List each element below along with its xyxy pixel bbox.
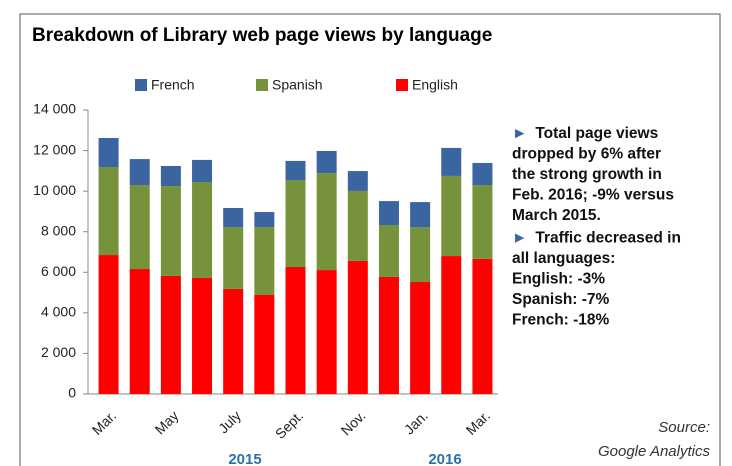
bar-segment bbox=[472, 185, 493, 259]
source: Google Analytics bbox=[598, 443, 711, 460]
annotation: English: -3% bbox=[512, 271, 605, 288]
bar-segment bbox=[347, 260, 368, 394]
annotation-marker: ► bbox=[512, 125, 527, 142]
bar-segment bbox=[192, 159, 213, 183]
x-tick-label: Sept. bbox=[272, 407, 306, 441]
bar-segment bbox=[254, 295, 275, 394]
x-tick-label: May bbox=[152, 407, 182, 437]
legend-label: English bbox=[412, 77, 458, 93]
bar-segment bbox=[285, 179, 306, 268]
y-tick-label: 0 bbox=[68, 385, 76, 401]
legend-swatch bbox=[135, 79, 147, 91]
bar-segment bbox=[192, 277, 213, 394]
x-tick-label: Mar. bbox=[463, 407, 494, 438]
x-tick-label: July bbox=[215, 407, 244, 436]
legend-label: French bbox=[151, 77, 195, 93]
legend-swatch bbox=[256, 79, 268, 91]
annotation: French: -18% bbox=[512, 312, 610, 329]
bar-segment bbox=[378, 276, 399, 394]
bar-segment bbox=[441, 175, 462, 257]
annotation: all languages: bbox=[512, 250, 615, 267]
bar-segment bbox=[285, 160, 306, 180]
annotation-text: Traffic decreased in bbox=[535, 230, 681, 247]
legend-swatch bbox=[396, 79, 408, 91]
annotation: ► Total page views bbox=[512, 125, 658, 142]
chart-title: Breakdown of Library web page views by l… bbox=[32, 25, 492, 46]
bar-segment bbox=[410, 227, 431, 283]
bar-segment bbox=[410, 282, 431, 394]
bar-segment bbox=[316, 150, 337, 174]
year-label: 2016 bbox=[428, 451, 461, 466]
bar-segment bbox=[160, 186, 181, 276]
y-tick-label: 6 000 bbox=[41, 263, 76, 279]
bar-segment bbox=[378, 225, 399, 277]
y-tick-label: 14 000 bbox=[33, 101, 76, 117]
frame bbox=[19, 13, 721, 466]
bar-segment bbox=[129, 159, 150, 186]
annotation: Spanish: -7% bbox=[512, 291, 610, 308]
y-tick-label: 8 000 bbox=[41, 222, 76, 238]
bar-segment bbox=[316, 270, 337, 394]
annotation: Feb. 2016; -9% versus bbox=[512, 187, 674, 204]
bar-segment bbox=[378, 201, 399, 226]
bar-segment bbox=[441, 256, 462, 394]
annotation-text: Total page views bbox=[535, 125, 658, 142]
bar-segment bbox=[410, 202, 431, 228]
bar-segment bbox=[129, 269, 150, 394]
annotation: dropped by 6% after bbox=[512, 146, 661, 163]
bar-segment bbox=[472, 258, 493, 394]
y-tick-label: 12 000 bbox=[33, 141, 76, 157]
y-tick-label: 4 000 bbox=[41, 304, 76, 320]
annotation-marker: ► bbox=[512, 230, 527, 247]
x-tick-label: Mar. bbox=[89, 407, 120, 438]
bar-segment bbox=[441, 147, 462, 176]
bar-segment bbox=[223, 207, 244, 228]
bar-segment bbox=[254, 212, 275, 228]
legend-label: Spanish bbox=[272, 77, 323, 93]
bar-segment bbox=[98, 167, 119, 256]
bar-segment bbox=[316, 173, 337, 271]
bar-segment bbox=[254, 227, 275, 296]
x-tick-label: Jan. bbox=[401, 407, 431, 437]
bar-segment bbox=[223, 227, 244, 289]
bar-segment bbox=[285, 267, 306, 394]
y-tick-label: 2 000 bbox=[41, 344, 76, 360]
bar-segment bbox=[472, 162, 493, 186]
year-label: 2015 bbox=[228, 451, 261, 466]
bar-segment bbox=[192, 182, 213, 278]
bar-segment bbox=[160, 165, 181, 187]
bar-segment bbox=[347, 171, 368, 191]
bar-segment bbox=[347, 190, 368, 261]
annotation: ► Traffic decreased in bbox=[512, 230, 681, 247]
source: Source: bbox=[658, 419, 710, 436]
annotation: March 2015. bbox=[512, 207, 601, 224]
bar-segment bbox=[98, 255, 119, 394]
bar-segment bbox=[129, 185, 150, 270]
bar-segment bbox=[223, 288, 244, 394]
annotation: the strong growth in bbox=[512, 166, 662, 183]
y-tick-label: 10 000 bbox=[33, 182, 76, 198]
bar-segment bbox=[98, 137, 119, 168]
bar-segment bbox=[160, 275, 181, 394]
x-tick-label: Nov. bbox=[338, 407, 369, 438]
